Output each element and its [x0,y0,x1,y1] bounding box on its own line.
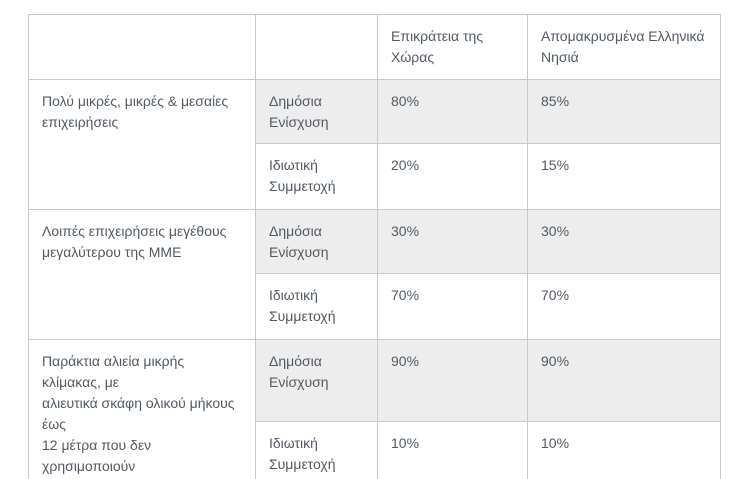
value-territory: 30% [377,209,528,274]
row-label-public-aid: Δημόσια Ενίσχυση [255,209,378,274]
header-remote-islands: Απομακρυσμένα Ελληνικά Νησιά [527,14,721,80]
category-cell-sme: Πολύ μικρές, μικρές & μεσαίες επιχειρήσε… [28,79,256,210]
value-islands: 10% [527,421,721,479]
header-category-empty [28,14,256,80]
header-participation-type-empty [255,14,378,80]
table-row: Ιδιωτική Συμμετοχή 70% 70% [29,273,721,340]
row-label-private-participation: Ιδιωτική Συμμετοχή [255,421,378,479]
value-islands: 90% [527,338,721,423]
value-islands: 15% [527,143,721,210]
category-cell-large-enterprises: Λοιπές επιχειρήσεις μεγέθους μεγαλύτερου… [28,209,256,340]
value-territory: 10% [377,421,528,479]
funding-rates-table: Επικράτεια της Χώρας Απομακρυσμένα Ελλην… [28,14,721,479]
row-label-private-participation: Ιδιωτική Συμμετοχή [255,143,378,210]
row-label-public-aid: Δημόσια Ενίσχυση [255,338,378,423]
value-territory: 80% [377,79,528,144]
table-row: Ιδιωτική Συμμετοχή 10% 10% [29,421,721,479]
table-row: Ιδιωτική Συμμετοχή 20% 15% [29,143,721,210]
category-cell-coastal-fishing: Παράκτια αλιεία μικρής κλίμακας, με αλιε… [28,339,256,479]
value-islands: 85% [527,79,721,144]
value-islands: 30% [527,209,721,274]
value-territory: 90% [377,338,528,423]
row-label-private-participation: Ιδιωτική Συμμετοχή [255,273,378,340]
value-islands: 70% [527,273,721,340]
value-territory: 70% [377,273,528,340]
value-territory: 20% [377,143,528,210]
table-row: Πολύ μικρές, μικρές & μεσαίες επιχειρήσε… [28,79,721,210]
row-label-public-aid: Δημόσια Ενίσχυση [255,79,378,144]
table-row: Λοιπές επιχειρήσεις μεγέθους μεγαλύτερου… [28,209,721,340]
header-row: Επικράτεια της Χώρας Απομακρυσμένα Ελλην… [28,14,721,80]
table-row: Παράκτια αλιεία μικρής κλίμακας, με αλιε… [28,338,721,479]
header-territory: Επικράτεια της Χώρας [377,14,528,80]
